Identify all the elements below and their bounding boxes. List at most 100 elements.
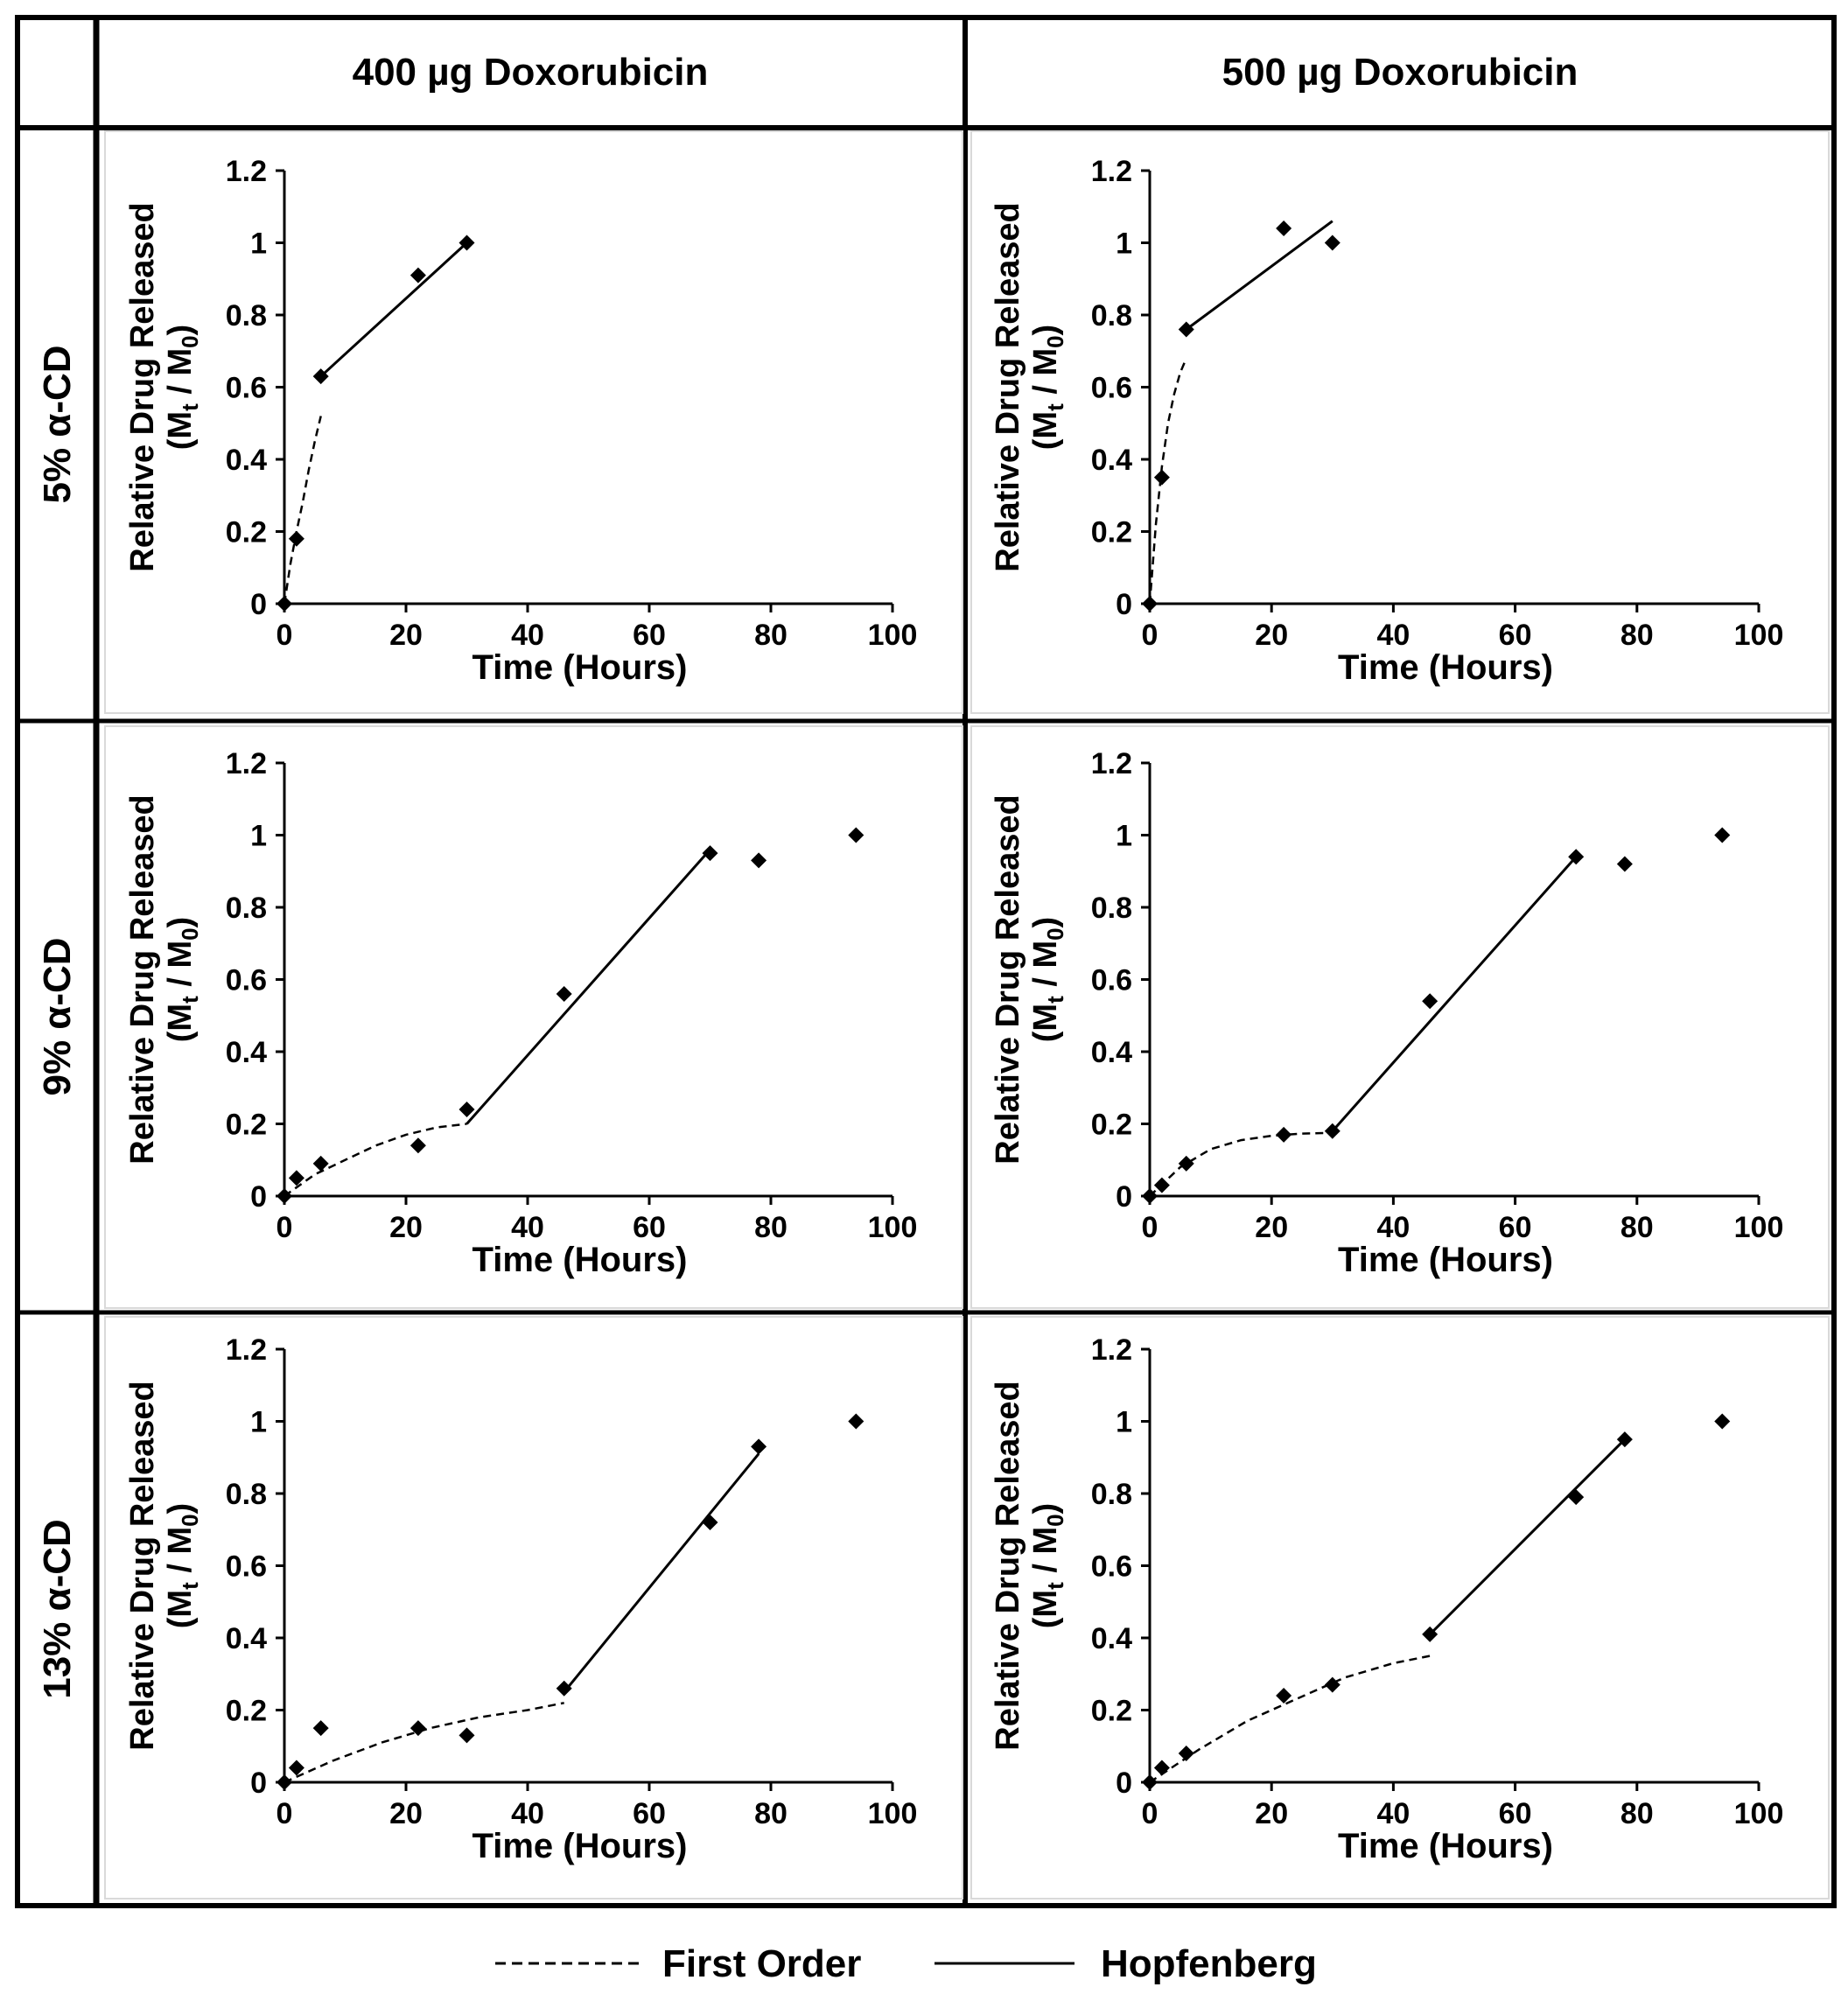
data-point	[1142, 1188, 1158, 1204]
x-axis-title: Time (Hours)	[1338, 1241, 1553, 1279]
data-point	[1178, 1746, 1194, 1761]
data-point	[702, 845, 718, 862]
x-tick-label: 100	[868, 1797, 918, 1830]
y-tick-label: 1.2	[226, 1333, 267, 1367]
y-axis-subtitle: (Mt / M0)	[162, 917, 203, 1042]
x-tick-label: 80	[754, 619, 788, 652]
y-axis-subtitle-part: )	[1027, 1503, 1064, 1515]
x-tick-label: 40	[511, 619, 544, 652]
y-tick-label: 0.6	[1091, 372, 1132, 405]
data-point	[1422, 993, 1438, 1010]
y-tick-label: 0	[250, 1767, 267, 1800]
data-point	[312, 1720, 329, 1737]
y-tick-label: 0.8	[226, 1478, 267, 1511]
data-point	[1568, 849, 1585, 865]
x-tick-label: 0	[276, 1797, 293, 1830]
x-tick-label: 100	[868, 1211, 918, 1244]
x-tick-label: 40	[1376, 619, 1410, 652]
chart-area-border	[104, 1316, 963, 1900]
data-point	[288, 530, 304, 547]
data-point	[410, 1137, 426, 1154]
data-point	[458, 1102, 475, 1117]
y-axis-title: Relative Drug Released	[124, 1381, 161, 1750]
data-point	[751, 1438, 767, 1455]
chart-panel-1: 0 0.2 0.4 0.6 0.8 1 1.2 0 20 40 60 80 100 Time (Hours…	[104, 130, 963, 714]
data-point	[312, 1155, 329, 1172]
y-tick-label: 1	[1116, 227, 1132, 261]
data-point	[1178, 1155, 1194, 1172]
y-axis-subtitle-part: / M	[1027, 941, 1064, 996]
data-point	[458, 234, 475, 251]
y-tick-label: 0.6	[1091, 1550, 1132, 1584]
y-tick-label: 1.2	[1091, 1333, 1132, 1367]
data-point	[1142, 1774, 1158, 1790]
y-axis-subscript: 0	[177, 335, 203, 347]
legend-hopfenberg-label: Hopfenberg	[1101, 1942, 1317, 1985]
y-tick-label: 0.8	[226, 892, 267, 925]
x-tick-label: 40	[511, 1797, 544, 1830]
y-tick-label: 1.2	[1091, 747, 1132, 780]
table-border	[15, 15, 1837, 1908]
data-point	[410, 1720, 426, 1737]
y-axis-subscript: 0	[1042, 927, 1068, 940]
x-tick-label: 0	[276, 1211, 293, 1244]
x-tick-label: 60	[633, 619, 666, 652]
x-tick-label: 100	[1734, 1211, 1784, 1244]
y-axis-subscript: t	[177, 403, 203, 411]
x-tick-label: 80	[1620, 619, 1654, 652]
x-tick-label: 80	[754, 1211, 788, 1244]
x-tick-label: 60	[1499, 1211, 1532, 1244]
y-tick-label: 0.8	[1091, 1478, 1132, 1511]
y-axis-subtitle-part: / M	[162, 348, 199, 403]
data-point	[410, 267, 426, 283]
hopfenberg-fit-line	[1331, 856, 1578, 1132]
data-point	[288, 1170, 304, 1186]
chart-panel-5: 0 0.2 0.4 0.6 0.8 1 1.2 0 20 40 60 80 100 Time (Hours…	[104, 1316, 963, 1900]
y-tick-label: 1	[250, 1406, 267, 1439]
data-point	[1568, 1489, 1585, 1506]
y-tick-label: 0	[250, 588, 267, 621]
y-tick-label: 0.6	[226, 1550, 267, 1584]
y-axis-subtitle-part: (M	[162, 411, 199, 450]
first-order-fit-line	[283, 416, 322, 605]
y-axis-title: Relative Drug Released	[124, 202, 161, 571]
x-tick-label: 20	[389, 1211, 423, 1244]
y-tick-label: 0.4	[226, 444, 267, 477]
data-point	[1324, 1123, 1340, 1139]
y-tick-label: 1	[250, 820, 267, 853]
data-point	[1153, 1177, 1170, 1193]
y-axis-subtitle: (Mt / M0)	[162, 325, 203, 450]
data-point	[1422, 1626, 1438, 1642]
y-axis-subscript: 0	[1042, 335, 1068, 347]
y-tick-label: 0.4	[226, 1036, 267, 1069]
y-axis-subtitle-part: )	[162, 917, 199, 928]
y-tick-label: 0.4	[1091, 444, 1132, 477]
y-tick-label: 0	[1116, 1767, 1132, 1800]
data-point	[1276, 1688, 1292, 1704]
first-order-fit-line	[1149, 1131, 1333, 1197]
y-axis-subscript: 0	[177, 1514, 203, 1526]
y-tick-label: 0.2	[226, 1695, 267, 1728]
y-tick-label: 0.8	[1091, 892, 1132, 925]
y-axis-subtitle-part: / M	[162, 941, 199, 996]
x-tick-label: 80	[1620, 1797, 1654, 1830]
x-tick-label: 60	[1499, 619, 1532, 652]
hopfenberg-fit-line	[563, 1452, 760, 1693]
y-axis-subtitle-part: (M	[1027, 1590, 1064, 1628]
data-point	[702, 1515, 718, 1530]
x-tick-label: 80	[754, 1797, 788, 1830]
y-axis-title: Relative Drug Released	[124, 794, 161, 1164]
y-axis-subtitle: (Mt / M0)	[1027, 1503, 1068, 1628]
x-tick-label: 60	[633, 1211, 666, 1244]
row-header-13pct: 13% α-CD	[36, 1519, 79, 1699]
data-point	[288, 1760, 304, 1776]
y-tick-label: 0.2	[226, 1109, 267, 1142]
x-axis-title: Time (Hours)	[1338, 648, 1553, 687]
y-tick-label: 1	[250, 227, 267, 261]
y-tick-label: 0.8	[226, 299, 267, 332]
column-header-500: 500 µg Doxorubicin	[1222, 51, 1578, 94]
y-axis-subtitle: (Mt / M0)	[1027, 917, 1068, 1042]
y-axis-subscript: 0	[177, 927, 203, 940]
